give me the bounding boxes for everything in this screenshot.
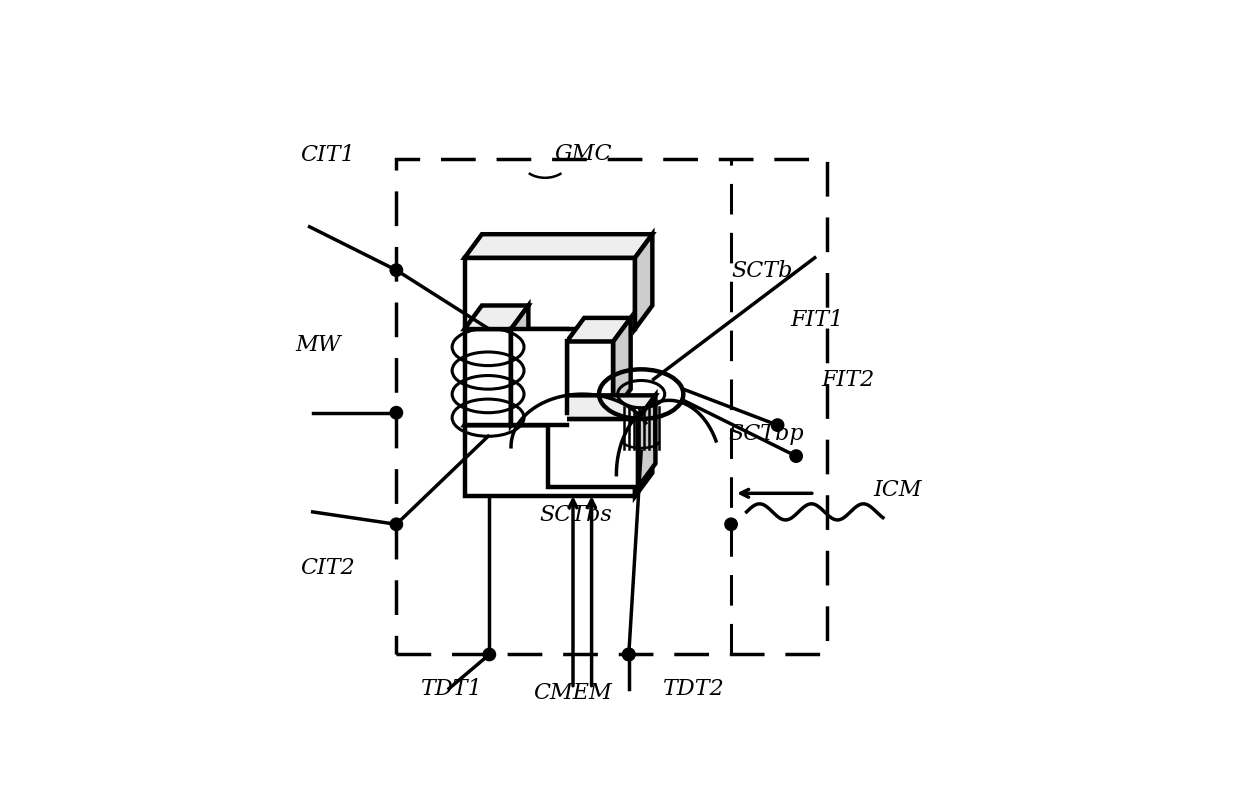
Bar xyxy=(465,258,634,329)
Polygon shape xyxy=(613,318,631,413)
Circle shape xyxy=(390,518,403,530)
Circle shape xyxy=(725,518,737,530)
Text: TDT1: TDT1 xyxy=(421,678,483,700)
Text: FIT2: FIT2 xyxy=(821,369,875,391)
Polygon shape xyxy=(548,395,655,419)
Text: CIT1: CIT1 xyxy=(300,144,356,167)
Text: ICM: ICM xyxy=(873,479,922,502)
Bar xyxy=(396,159,828,654)
Polygon shape xyxy=(638,395,655,487)
Text: TDT2: TDT2 xyxy=(663,678,725,700)
Circle shape xyxy=(622,648,634,661)
Circle shape xyxy=(772,419,784,431)
Polygon shape xyxy=(634,234,653,329)
Polygon shape xyxy=(465,402,653,425)
Text: SCTbs: SCTbs xyxy=(539,504,612,526)
Circle shape xyxy=(390,264,403,276)
Circle shape xyxy=(390,407,403,419)
Text: GMC: GMC xyxy=(554,142,612,165)
Bar xyxy=(510,329,566,425)
Polygon shape xyxy=(465,234,653,258)
Circle shape xyxy=(483,648,496,661)
Text: CMEM: CMEM xyxy=(533,682,612,704)
Circle shape xyxy=(622,648,634,661)
Text: SCTb: SCTb xyxy=(731,260,793,283)
Polygon shape xyxy=(566,318,631,341)
Text: SCTbp: SCTbp xyxy=(729,423,804,445)
Text: FIT1: FIT1 xyxy=(790,309,844,331)
Polygon shape xyxy=(510,305,528,425)
Bar xyxy=(465,329,510,425)
Bar xyxy=(548,419,638,487)
Bar xyxy=(566,341,613,413)
Text: MW: MW xyxy=(295,333,341,356)
Circle shape xyxy=(790,450,803,462)
Polygon shape xyxy=(634,402,653,497)
Bar xyxy=(465,425,634,497)
Text: CIT2: CIT2 xyxy=(300,557,356,579)
Polygon shape xyxy=(465,305,528,329)
